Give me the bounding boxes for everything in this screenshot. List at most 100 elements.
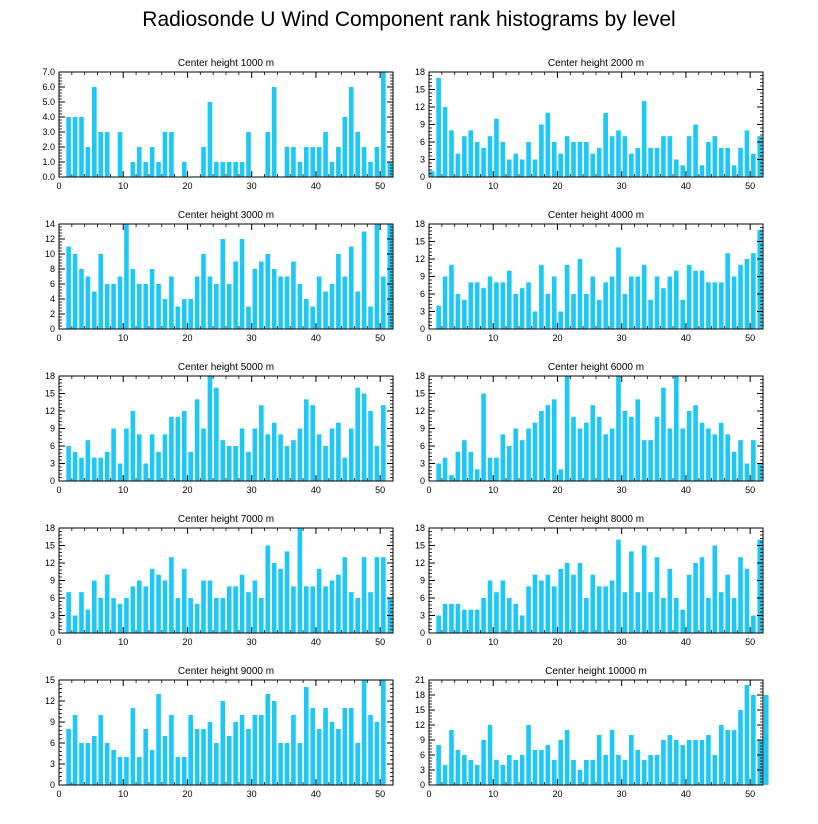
bar — [85, 609, 91, 633]
bar — [545, 112, 551, 177]
y-tick-label: 0 — [420, 476, 425, 486]
bar — [519, 755, 525, 785]
x-tick-label: 20 — [552, 485, 562, 495]
bar — [725, 434, 730, 481]
y-tick-label: 6 — [420, 750, 425, 760]
y-tick-label: 4 — [50, 294, 55, 304]
bar — [291, 261, 296, 329]
bar — [449, 603, 454, 633]
bar — [596, 416, 602, 481]
bar — [558, 568, 563, 633]
bar — [252, 715, 258, 785]
bar — [596, 147, 602, 177]
bar — [143, 284, 149, 329]
bar — [635, 147, 641, 177]
panel-title: Center height 2000 m — [548, 58, 644, 69]
bar — [72, 715, 78, 785]
bar — [149, 750, 155, 785]
bar — [284, 276, 290, 329]
bar — [201, 580, 206, 633]
y-tick-label: 9 — [50, 576, 55, 586]
bar — [609, 136, 615, 177]
bar — [111, 598, 116, 633]
bar — [577, 770, 583, 785]
bar — [455, 294, 461, 329]
y-tick-label: 4.0 — [42, 112, 55, 122]
bar — [156, 694, 161, 785]
bar — [348, 708, 354, 785]
x-tick-label: 0 — [56, 485, 61, 495]
bar — [252, 580, 258, 633]
bar — [468, 282, 474, 329]
bar — [361, 680, 367, 785]
x-tick-label: 50 — [745, 789, 755, 799]
y-tick-label: 12 — [45, 558, 55, 568]
bar — [468, 130, 474, 177]
panel-3: Center height 3000 m 0 10 20 30 40 50 0 2 4 6 8 10 12… — [45, 210, 394, 343]
bar — [297, 162, 303, 177]
x-tick-label: 10 — [118, 333, 128, 343]
bar — [117, 757, 123, 785]
panel-title: Center height 1000 m — [178, 58, 274, 69]
bar — [342, 457, 348, 481]
bar — [738, 440, 743, 481]
x-tick-label: 10 — [118, 485, 128, 495]
bar — [680, 165, 686, 177]
bar — [436, 745, 441, 785]
bar — [731, 276, 737, 329]
y-tick-label: 12 — [45, 234, 55, 244]
bar — [629, 416, 634, 481]
bar — [506, 598, 512, 633]
bar — [72, 615, 78, 633]
bar — [207, 722, 213, 785]
bar — [297, 528, 303, 633]
bar — [374, 224, 380, 329]
bar — [718, 725, 724, 785]
bar — [442, 765, 448, 785]
bar — [661, 598, 666, 633]
bar — [455, 750, 461, 785]
bar — [693, 124, 698, 177]
bar — [603, 586, 608, 633]
bar — [609, 428, 615, 481]
bar — [348, 87, 354, 177]
y-tick-label: 10 — [45, 249, 55, 259]
bar — [494, 282, 499, 329]
bar — [526, 725, 531, 785]
bar — [699, 270, 705, 329]
bar — [622, 411, 628, 481]
y-tick-label: 0 — [420, 780, 425, 790]
x-tick-label: 40 — [681, 485, 691, 495]
y-tick-label: 12 — [415, 558, 425, 568]
bar — [442, 603, 448, 633]
bar — [92, 580, 97, 633]
bar — [436, 463, 441, 481]
bar — [545, 745, 551, 785]
bar — [718, 147, 724, 177]
x-tick-label: 30 — [247, 181, 257, 191]
bar — [246, 729, 251, 785]
bar — [381, 72, 386, 177]
y-tick-label: 15 — [415, 389, 425, 399]
bar — [336, 254, 341, 329]
bar — [494, 592, 499, 633]
bar — [744, 130, 750, 177]
bar — [481, 740, 486, 785]
bar — [449, 730, 454, 785]
x-tick-label: 0 — [426, 485, 431, 495]
panel-6: Center height 6000 m 0 10 20 30 40 50 0 3 6 9 12 15 1… — [415, 362, 764, 495]
bar — [539, 580, 544, 633]
bar — [603, 112, 608, 177]
bar — [731, 730, 737, 785]
bar — [348, 428, 354, 481]
bar — [532, 311, 538, 329]
bar — [297, 284, 303, 329]
bar — [571, 294, 576, 329]
bar — [226, 284, 232, 329]
bar — [506, 446, 512, 481]
y-tick-label: 9 — [50, 717, 55, 727]
bar — [98, 598, 104, 633]
x-tick-label: 50 — [375, 181, 385, 191]
bar — [111, 750, 116, 785]
bar — [85, 276, 91, 329]
